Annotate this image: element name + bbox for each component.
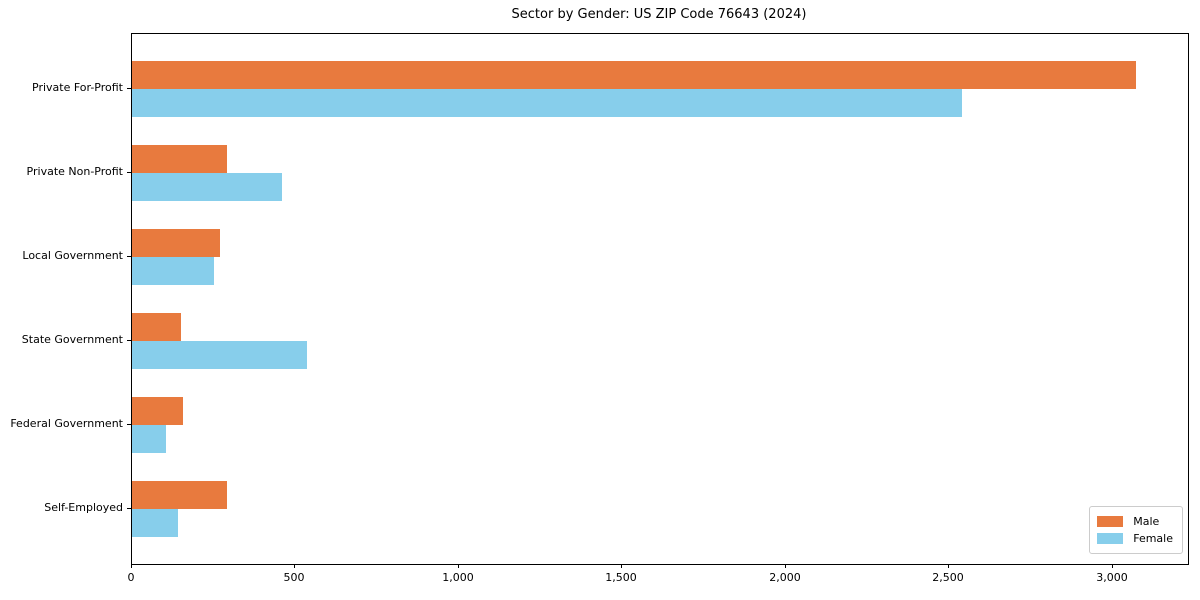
x-tick-mark [785, 564, 786, 568]
bar-male-private-non-profit [132, 145, 227, 173]
x-tick-mark [294, 564, 295, 568]
bar-female-private-for-profit [132, 89, 962, 117]
bar-male-self-employed [132, 481, 227, 509]
x-tick-mark [1112, 564, 1113, 568]
x-tick-mark [621, 564, 622, 568]
x-tick-label-3-000: 3,000 [1096, 571, 1128, 584]
y-tick-label-private-for-profit: Private For-Profit [32, 81, 123, 94]
bars-layer [132, 34, 1188, 564]
legend-swatch-male [1097, 516, 1124, 527]
bar-female-private-non-profit [132, 173, 282, 201]
y-tick-label-local-government: Local Government [22, 249, 123, 262]
y-tick-label-federal-government: Federal Government [10, 417, 123, 430]
legend-swatch-female [1097, 533, 1124, 544]
legend-entry-female: Female [1097, 530, 1173, 547]
x-tick-mark [948, 564, 949, 568]
y-tick-mark [127, 424, 131, 425]
x-tick-label-2-000: 2,000 [769, 571, 801, 584]
y-tick-mark [127, 88, 131, 89]
bar-female-local-government [132, 257, 214, 285]
y-tick-label-private-non-profit: Private Non-Profit [26, 165, 123, 178]
x-tick-label-1-500: 1,500 [605, 571, 637, 584]
bar-male-private-for-profit [132, 61, 1136, 89]
x-tick-mark [458, 564, 459, 568]
bar-female-self-employed [132, 509, 178, 537]
x-tick-label-500: 500 [283, 571, 305, 584]
bar-female-state-government [132, 341, 307, 369]
x-tick-label-0: 0 [127, 571, 135, 584]
y-tick-mark [127, 172, 131, 173]
x-tick-label-1-000: 1,000 [442, 571, 474, 584]
bar-female-federal-government [132, 425, 166, 453]
bar-male-state-government [132, 313, 181, 341]
legend-label-male: Male [1133, 515, 1160, 528]
y-tick-label-state-government: State Government [21, 333, 123, 346]
legend-entry-male: Male [1097, 513, 1173, 530]
x-tick-label-2-500: 2,500 [932, 571, 964, 584]
y-tick-label-self-employed: Self-Employed [44, 501, 123, 514]
legend-label-female: Female [1133, 532, 1173, 545]
x-tick-mark [131, 564, 132, 568]
bar-male-local-government [132, 229, 220, 257]
legend: Male Female [1089, 506, 1183, 554]
y-tick-mark [127, 340, 131, 341]
plot-area: Male Female [131, 33, 1189, 565]
chart-title: Sector by Gender: US ZIP Code 76643 (202… [511, 7, 807, 22]
y-tick-mark [127, 256, 131, 257]
y-tick-mark [127, 508, 131, 509]
bar-male-federal-government [132, 397, 183, 425]
